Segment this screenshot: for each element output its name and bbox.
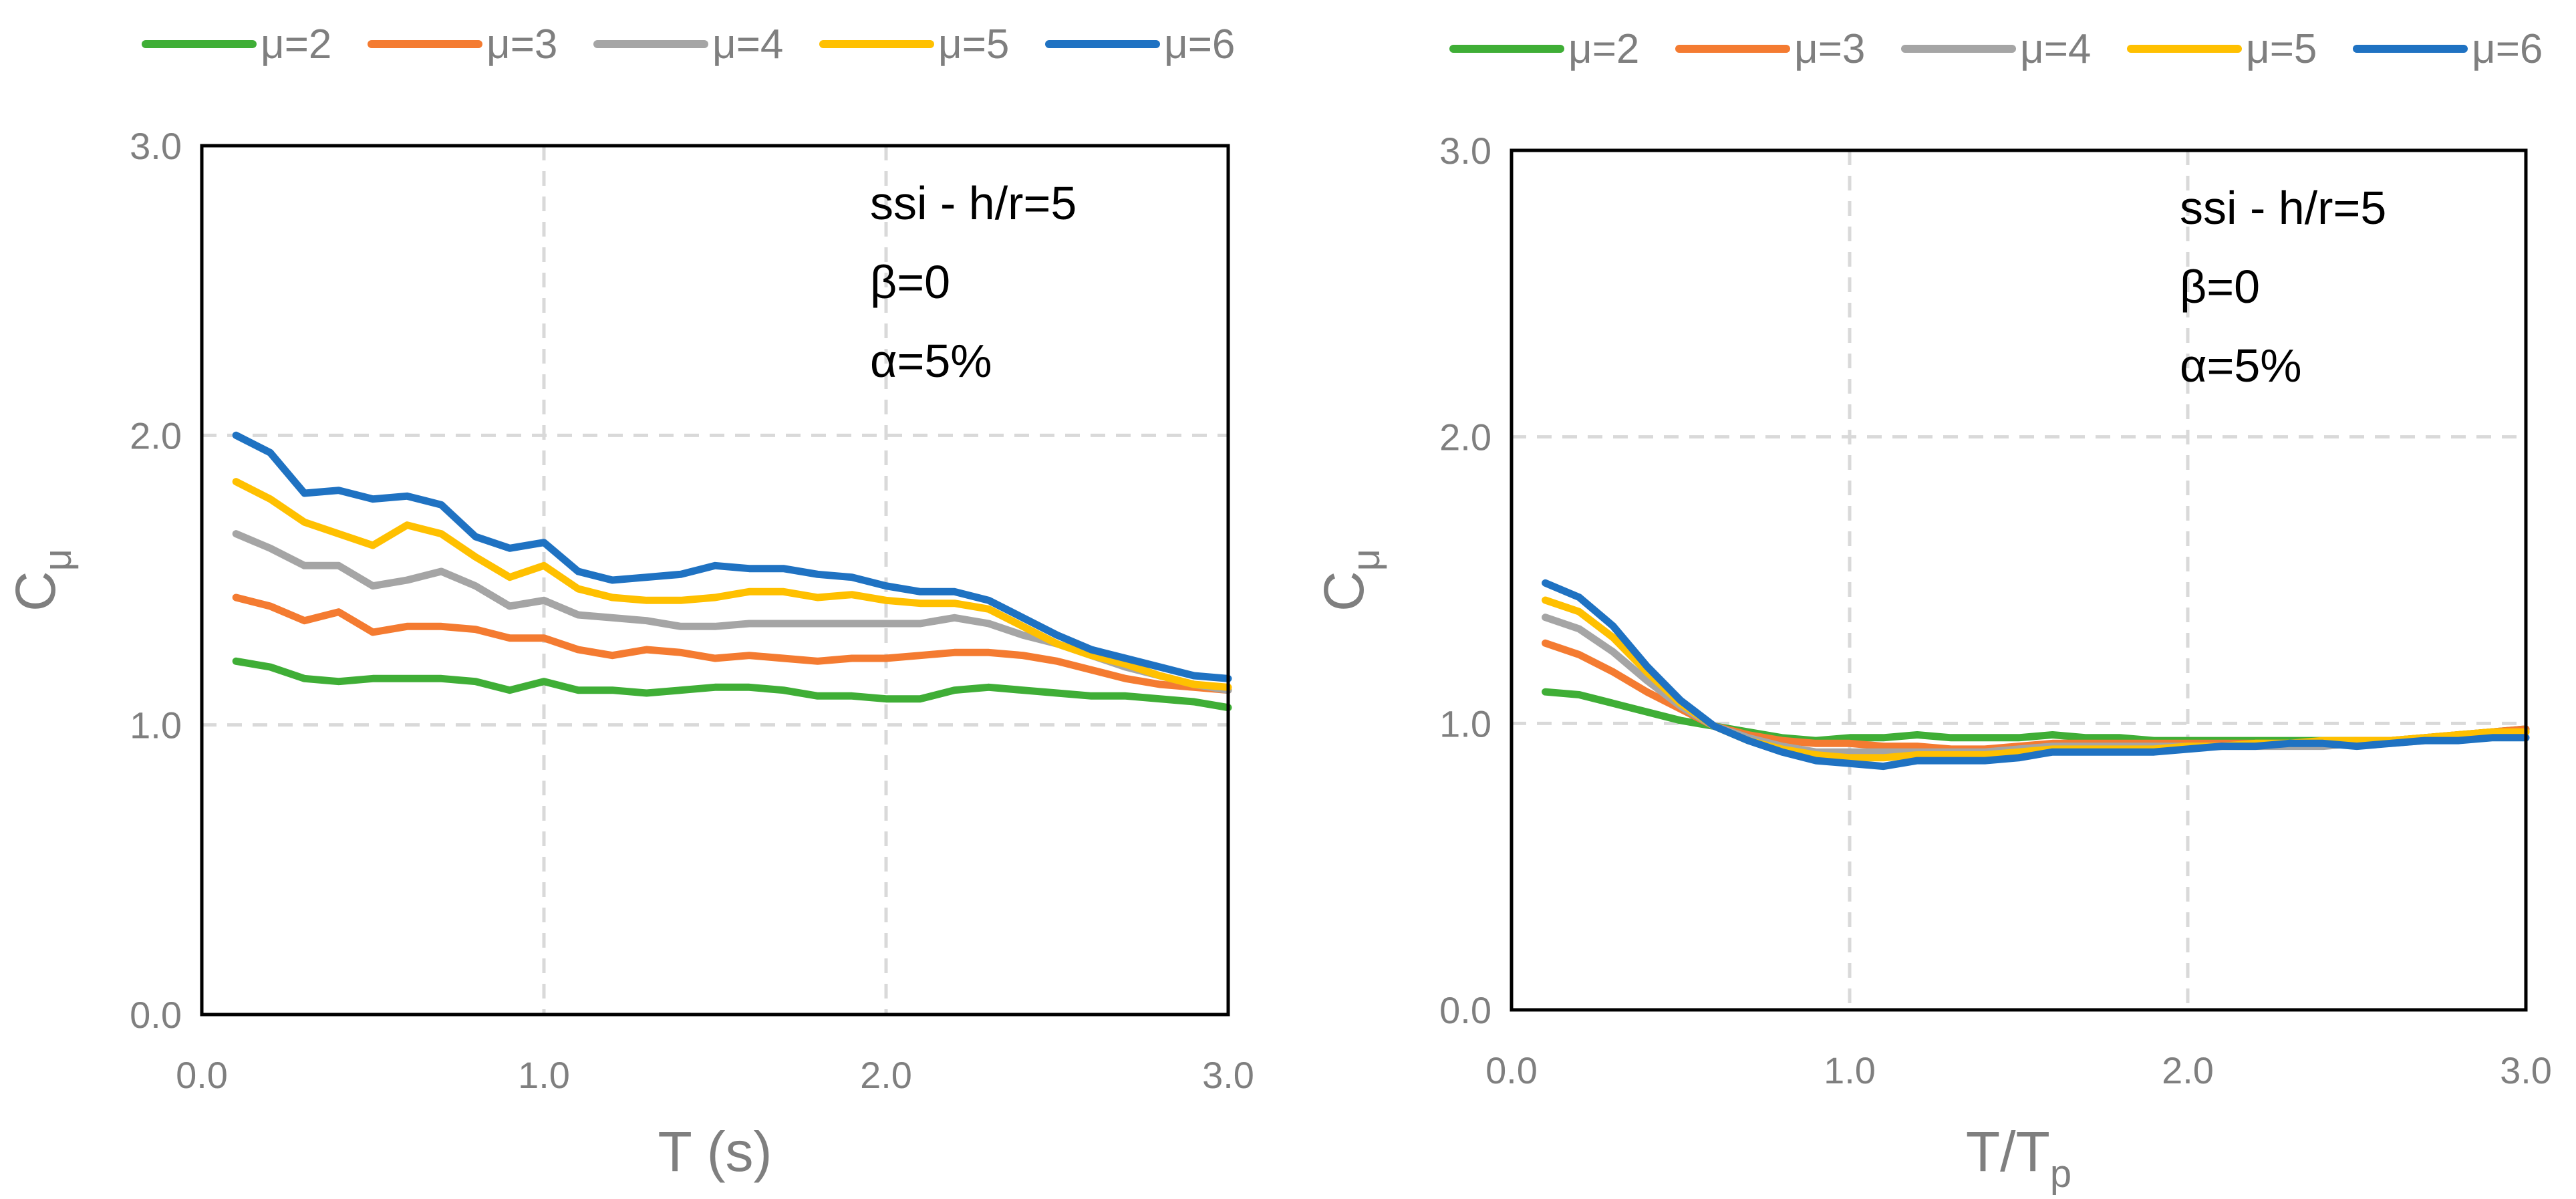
legend-label: μ=5	[938, 21, 1009, 68]
legend-label: μ=2	[261, 21, 331, 68]
y-tick-label: 2.0	[1439, 416, 1491, 458]
chart-annotation: β=0	[870, 256, 950, 308]
y-axis-label: Cμ	[1312, 549, 1388, 612]
y-axis-label: Cμ	[4, 549, 80, 612]
legend-label: μ=4	[712, 21, 783, 68]
x-tick-label: 2.0	[2162, 1049, 2214, 1091]
chart-annotation: α=5%	[2180, 340, 2302, 392]
chart-panel-1: 0.0 1.0 2.0 3.0 0.0 1.0 2.0 3.0 ssi - h/r=5 β=0 α=…	[4, 21, 1254, 1183]
y-axis-label-main: C	[4, 571, 67, 612]
chart-annotation: ssi - h/r=5	[870, 177, 1077, 229]
y-tick-label: 3.0	[1439, 130, 1491, 172]
series-line-4	[1542, 614, 2530, 756]
x-axis-label-subscript: p	[2050, 1152, 2071, 1196]
x-axis-label: T/Tp	[1966, 1120, 2071, 1196]
x-tick-label: 3.0	[2500, 1049, 2552, 1091]
series-line-6	[232, 431, 1232, 682]
chart-annotation: β=0	[2180, 261, 2260, 313]
y-tick-label: 2.0	[130, 414, 182, 456]
series-line-6	[1542, 579, 2530, 771]
plot-frame	[200, 144, 1230, 1017]
x-tick-label: 1.0	[1824, 1049, 1876, 1091]
y-tick-label: 1.0	[1439, 702, 1491, 745]
x-tick-label: 2.0	[860, 1054, 912, 1096]
y-tick-label: 0.0	[130, 994, 182, 1036]
legend-label: μ=2	[1568, 26, 1639, 72]
legend-label: μ=3	[1794, 26, 1865, 72]
chart-legend: μ=2 μ=3 μ=4 μ=5 μ=6	[142, 21, 1235, 68]
y-axis-label-subscript: μ	[36, 549, 80, 571]
x-axis-label-main: T/T	[1966, 1120, 2050, 1183]
chart-panel-2: 0.0 1.0 2.0 3.0 0.0 1.0 2.0 3.0 ssi - h/r=5 β=0 α=…	[1312, 26, 2552, 1196]
x-tick-label: 0.0	[1485, 1049, 1538, 1091]
series-line-5	[232, 478, 1232, 691]
y-axis-label-subscript: μ	[1344, 549, 1388, 571]
legend-label: μ=3	[486, 21, 557, 68]
x-tick-label: 3.0	[1202, 1054, 1254, 1096]
legend-label: μ=4	[2020, 26, 2091, 72]
chart-legend: μ=2 μ=3 μ=4 μ=5 μ=6	[1449, 26, 2543, 72]
chart-annotation: α=5%	[870, 335, 992, 387]
x-tick-label: 0.0	[176, 1054, 228, 1096]
x-axis-label: T (s)	[658, 1120, 772, 1183]
legend-label: μ=6	[1164, 21, 1235, 68]
series-line-3	[232, 593, 1232, 694]
y-tick-label: 3.0	[130, 125, 182, 167]
series-line-2	[232, 657, 1232, 712]
y-axis-label-main: C	[1312, 571, 1375, 612]
x-tick-label: 1.0	[518, 1054, 570, 1096]
plot-frame	[1510, 148, 2528, 1012]
y-tick-label: 1.0	[130, 704, 182, 747]
chart-annotation: ssi - h/r=5	[2180, 182, 2386, 234]
x-axis-label-main: T (s)	[658, 1120, 772, 1183]
legend-label: μ=6	[2472, 26, 2543, 72]
legend-label: μ=5	[2246, 26, 2317, 72]
y-tick-label: 0.0	[1439, 989, 1491, 1031]
